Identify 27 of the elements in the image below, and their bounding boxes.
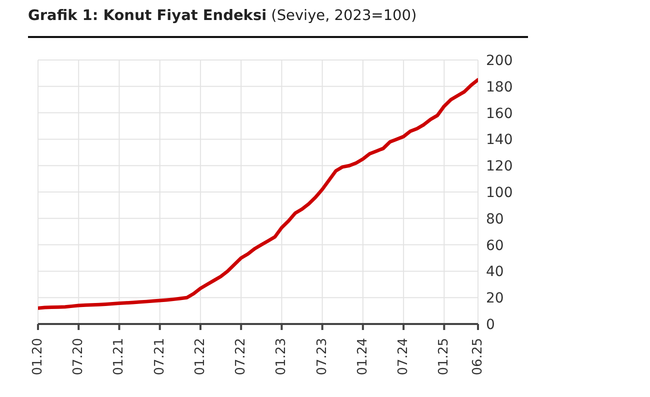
y-tick-label: 0 (486, 316, 495, 333)
y-tick-label: 100 (486, 184, 513, 201)
chart-subtitle: (Seviye, 2023=100) (270, 8, 417, 24)
y-tick-label: 160 (486, 106, 513, 122)
x-tick-label: 01.20 (30, 338, 46, 376)
x-tick-label: 01.23 (274, 338, 290, 376)
y-tick-label: 60 (486, 238, 504, 254)
x-tick-label: 01.22 (192, 338, 208, 376)
x-tick-label: 07.20 (71, 338, 86, 376)
x-tick-label: 07.22 (234, 338, 249, 376)
x-tick-label: 01.21 (112, 338, 127, 376)
y-tick-label: 140 (486, 132, 513, 148)
line-series (38, 78, 478, 310)
x-tick-label: 07.24 (396, 338, 412, 376)
y-tick-label: 200 (486, 52, 513, 69)
y-tick-label: 180 (486, 79, 513, 96)
x-tick-label: 07.21 (152, 338, 168, 376)
y-tick-label: 20 (486, 290, 504, 307)
chart-title: Grafik 1: Konut Fiyat Endeksi (28, 8, 267, 24)
x-tick-label: 07.23 (314, 338, 330, 376)
y-tick-label: 80 (486, 211, 504, 228)
y-tick-label: 120 (486, 158, 513, 175)
x-tick-label: 06.25 (470, 338, 486, 376)
x-tick-label: 01.24 (355, 338, 370, 376)
y-tick-label: 40 (486, 264, 504, 280)
x-tick-label: 01.25 (436, 338, 452, 376)
header: Grafik 1: Konut Fiyat Endeksi (Seviye, 2023=100) (28, 8, 528, 38)
